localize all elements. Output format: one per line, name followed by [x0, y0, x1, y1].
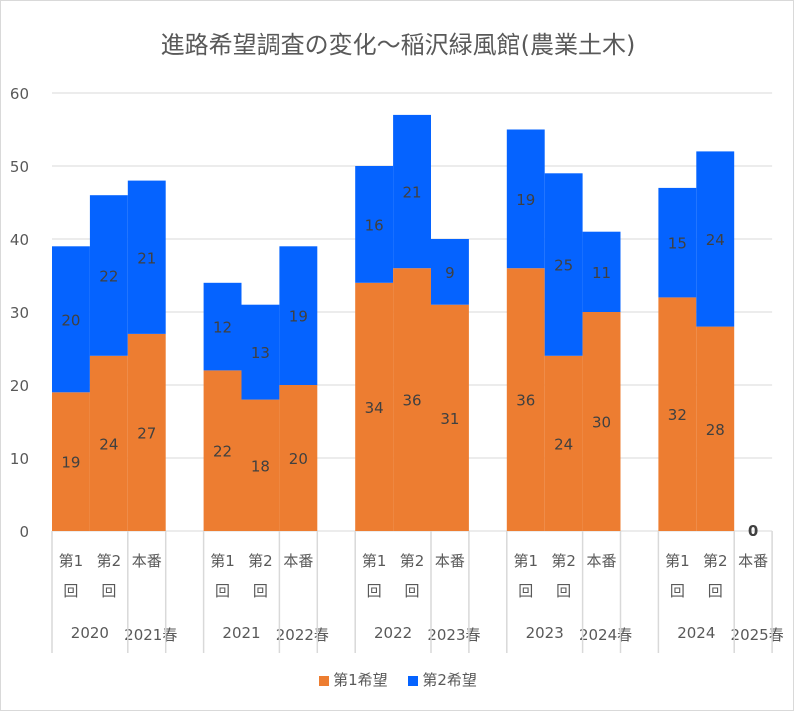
legend-label: 第2希望 — [422, 671, 477, 689]
year-label: 2024 — [677, 624, 715, 642]
spring-label: 2022春 — [276, 626, 329, 644]
bar-series2 — [431, 239, 469, 305]
data-label-series1: 34 — [365, 399, 384, 417]
y-tick-label: 30 — [10, 304, 29, 322]
x-tick-label: 第2回 — [248, 552, 273, 600]
year-label: 2022 — [374, 624, 412, 642]
data-label-series2: 22 — [99, 268, 118, 286]
bar-series1 — [431, 304, 469, 531]
data-label-series1: 36 — [403, 392, 422, 410]
data-label-series1: 20 — [289, 450, 308, 468]
bar-series1 — [52, 392, 90, 531]
data-label-series2: 19 — [289, 308, 308, 326]
data-label-series1: 19 — [61, 454, 80, 472]
data-label-series1: 28 — [706, 421, 725, 439]
bar-series2 — [658, 187, 697, 298]
bar-series2 — [696, 151, 735, 327]
year-label: 2023 — [526, 624, 564, 642]
bar-series2 — [203, 282, 242, 371]
bar-series2 — [279, 246, 318, 385]
spring-label: 2024春 — [579, 626, 632, 644]
bar-series1 — [658, 297, 697, 531]
bar-series1 — [393, 268, 431, 531]
data-label-series2: 21 — [137, 249, 156, 267]
x-tick-label: 第1回 — [513, 552, 539, 600]
bar-series1 — [506, 268, 545, 531]
legend-item-series1: 第1希望 — [319, 669, 388, 690]
x-tick-label: 第2回 — [551, 552, 576, 600]
bar-series2 — [582, 231, 621, 312]
data-label-series2: 20 — [61, 311, 80, 329]
bar-series2 — [89, 195, 128, 356]
spring-label: 2025春 — [731, 626, 784, 644]
data-label-series1: 22 — [213, 443, 232, 461]
bar-series2 — [52, 246, 90, 393]
x-tick-label: 第2回 — [399, 552, 425, 600]
bar-series1 — [582, 312, 621, 531]
bar-series2 — [544, 173, 583, 356]
bar-series1 — [203, 370, 242, 531]
data-label-series2: 24 — [706, 231, 725, 249]
year-label: 2020 — [71, 624, 109, 642]
x-tick-label: 第1回 — [210, 552, 235, 600]
x-tick-label: 第1回 — [361, 552, 387, 600]
y-tick-label: 60 — [10, 85, 29, 103]
data-label-series1: 27 — [137, 424, 156, 442]
spring-label: 2023春 — [427, 626, 480, 644]
bar-series1 — [696, 326, 735, 531]
x-tick-label: 本番 — [283, 552, 314, 570]
x-tick-label: 第1回 — [665, 552, 690, 600]
x-tick-label: 本番 — [586, 552, 617, 570]
data-label-series1: 24 — [99, 435, 118, 453]
y-tick-label: 40 — [10, 231, 29, 249]
bar-series1 — [279, 385, 318, 531]
x-tick-label: 第1回 — [58, 552, 84, 600]
y-tick-label: 50 — [10, 158, 29, 176]
data-label-series1: 24 — [554, 435, 573, 453]
year-label: 2021 — [222, 624, 260, 642]
legend-label: 第1希望 — [333, 671, 388, 689]
data-label-series1: 30 — [592, 414, 611, 432]
data-label-series1: 36 — [516, 392, 535, 410]
bar-series1 — [127, 333, 166, 531]
legend-swatch — [408, 675, 419, 686]
y-tick-label: 0 — [19, 523, 29, 541]
bar-series1 — [89, 355, 128, 531]
data-label-series1: 31 — [440, 410, 459, 428]
data-label-series2: 25 — [554, 257, 573, 275]
data-label-series2: 9 — [445, 264, 455, 282]
data-label-series1: 32 — [668, 406, 687, 424]
x-tick-label: 第2回 — [96, 552, 122, 600]
bar-series2 — [393, 114, 431, 269]
bar-series1 — [241, 399, 280, 531]
bar-series1 — [355, 282, 394, 531]
data-label-series2: 19 — [516, 191, 535, 209]
data-label-series2: 21 — [403, 184, 422, 202]
bar-series1 — [544, 355, 583, 531]
y-tick-label: 10 — [10, 450, 29, 468]
spring-label: 2021春 — [124, 626, 177, 644]
bar-series2 — [241, 304, 280, 400]
legend-item-series2: 第2希望 — [408, 669, 477, 690]
data-label-series2: 15 — [668, 235, 687, 253]
data-label-series2: 12 — [213, 319, 232, 337]
y-tick-label: 20 — [10, 377, 29, 395]
data-label-series2: 16 — [365, 216, 384, 234]
x-tick-label: 第2回 — [702, 552, 728, 600]
bar-series2 — [506, 129, 545, 269]
legend-swatch — [319, 675, 330, 686]
data-label-series1: 18 — [251, 457, 270, 475]
data-label-series2: 13 — [251, 344, 270, 362]
chart-title: 進路希望調査の変化～稲沢緑風館(農業土木) — [160, 31, 636, 59]
bar-series2 — [355, 166, 394, 283]
legend: 第1希望 第2希望 — [1, 669, 793, 690]
data-label-series2: 11 — [592, 264, 611, 282]
data-label-series1: 0 — [748, 522, 758, 540]
x-tick-label: 本番 — [738, 552, 769, 570]
x-tick-label: 本番 — [131, 552, 162, 570]
bar-series2 — [127, 180, 166, 334]
x-tick-label: 本番 — [434, 552, 465, 570]
